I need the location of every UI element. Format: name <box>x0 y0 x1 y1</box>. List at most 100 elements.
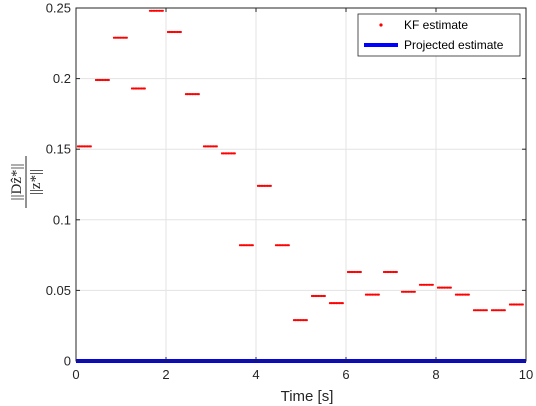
kf-estimate-point <box>407 290 410 293</box>
kf-estimate-point <box>261 184 264 187</box>
kf-estimate-point <box>287 244 290 247</box>
kf-estimate-point <box>353 270 356 274</box>
kf-estimate-point <box>161 9 164 12</box>
kf-estimate-point <box>189 93 192 96</box>
kf-estimate-point <box>148 9 152 12</box>
kf-estimate-point <box>472 309 476 312</box>
kf-estimate-point <box>130 87 134 90</box>
kf-estimate-point <box>368 293 371 296</box>
kf-estimate-point <box>336 302 340 305</box>
kf-estimate-point <box>310 294 314 298</box>
kf-estimate-point <box>158 9 161 12</box>
kf-estimate-point <box>176 30 179 34</box>
kf-estimate-point <box>467 293 470 296</box>
kf-estimate-point <box>458 293 461 296</box>
legend: KF estimate Projected estimate <box>357 13 521 57</box>
kf-estimate-point <box>498 309 502 312</box>
kf-estimate-point <box>459 293 462 296</box>
x-tick-label: 10 <box>519 367 533 382</box>
y-tick-label: 0 <box>64 354 71 369</box>
kf-estimate-point <box>104 78 107 82</box>
kf-estimate-point <box>222 152 225 155</box>
kf-estimate-segment <box>418 283 434 286</box>
kf-estimate-point <box>112 36 116 39</box>
grid <box>76 8 526 361</box>
kf-estimate-point <box>446 286 449 289</box>
kf-estimate-point <box>422 283 425 286</box>
kf-estimate-point <box>335 302 338 305</box>
x-axis: 0 2 4 6 8 10 <box>72 8 533 382</box>
kf-estimate-point <box>207 145 210 148</box>
kf-estimate-point <box>114 36 117 39</box>
kf-estimate-point <box>96 78 99 82</box>
legend-kf-marker <box>379 23 383 27</box>
kf-estimate-point <box>503 309 506 312</box>
kf-estimate-point <box>371 293 374 296</box>
kf-estimate-point <box>412 290 415 293</box>
kf-estimate-segment <box>454 293 470 296</box>
kf-estimate-point <box>138 87 142 90</box>
kf-estimate-point <box>143 87 146 90</box>
kf-estimate-point <box>436 286 440 289</box>
kf-estimate-segment <box>256 184 272 187</box>
kf-estimate-point <box>449 286 452 289</box>
kf-estimate-point <box>225 152 228 155</box>
y-tick-label: 0.1 <box>53 212 71 227</box>
kf-estimate-point <box>354 270 358 274</box>
kf-estimate-point <box>117 36 120 39</box>
kf-estimate-point <box>184 93 188 96</box>
kf-estimate-point <box>497 309 500 312</box>
kf-estimate-point <box>106 78 109 82</box>
kf-estimate-point <box>441 286 444 289</box>
kf-estimate-point <box>425 283 428 286</box>
x-tick-label: 0 <box>72 367 79 382</box>
kf-estimate-segment <box>400 290 416 293</box>
kf-estimate-point <box>170 30 173 34</box>
kf-estimate-point <box>408 290 412 293</box>
kf-estimate-point <box>284 244 287 247</box>
kf-estimate-point <box>278 244 281 247</box>
kf-estimate-point <box>174 30 178 34</box>
x-tick-label: 4 <box>252 367 259 382</box>
kf-estimate-point <box>224 152 227 155</box>
kf-estimate-segment <box>112 36 128 39</box>
kf-estimate-point <box>320 294 323 298</box>
kf-estimate-point <box>332 302 335 305</box>
kf-estimate-point <box>315 294 318 298</box>
kf-estimate-segment <box>238 244 254 247</box>
kf-estimate-point <box>107 78 110 82</box>
plot-area <box>76 8 526 361</box>
kf-estimate-point <box>456 293 459 296</box>
kf-estimate-point <box>333 302 336 305</box>
kf-estimate-point <box>210 145 214 148</box>
kf-estimate-point <box>384 270 387 274</box>
y-tick-label: 0.2 <box>53 71 71 86</box>
kf-estimate-point <box>518 303 521 306</box>
kf-estimate-point <box>413 290 416 293</box>
kf-estimate-point <box>132 87 135 90</box>
kf-estimate-point <box>462 293 466 296</box>
kf-estimate-point <box>480 309 484 312</box>
kf-estimate-point <box>243 244 246 247</box>
kf-estimate-point <box>350 270 353 274</box>
kf-estimate-point <box>246 244 250 247</box>
kf-estimate-segment <box>94 78 110 82</box>
kf-estimate-point <box>266 184 269 187</box>
kf-estimate-point <box>454 293 458 296</box>
kf-estimate-point <box>191 93 194 96</box>
kf-estimate-point <box>209 145 212 148</box>
kf-estimate-point <box>382 270 386 274</box>
y-tick-label: 0.25 <box>46 1 71 16</box>
y-tick-label: 0.15 <box>46 142 71 157</box>
kf-estimate-point <box>188 93 191 96</box>
kf-estimate-point <box>120 36 124 39</box>
kf-estimate-point <box>423 283 426 286</box>
kf-estimate-point <box>245 244 248 247</box>
kf-estimate-point <box>122 36 125 39</box>
kf-estimate-point <box>292 319 296 322</box>
kf-estimate-point <box>276 244 279 247</box>
kf-estimate-point <box>389 270 392 274</box>
kf-estimate-point <box>392 270 395 274</box>
kf-estimate-point <box>492 309 495 312</box>
kf-estimate-point <box>430 283 433 286</box>
